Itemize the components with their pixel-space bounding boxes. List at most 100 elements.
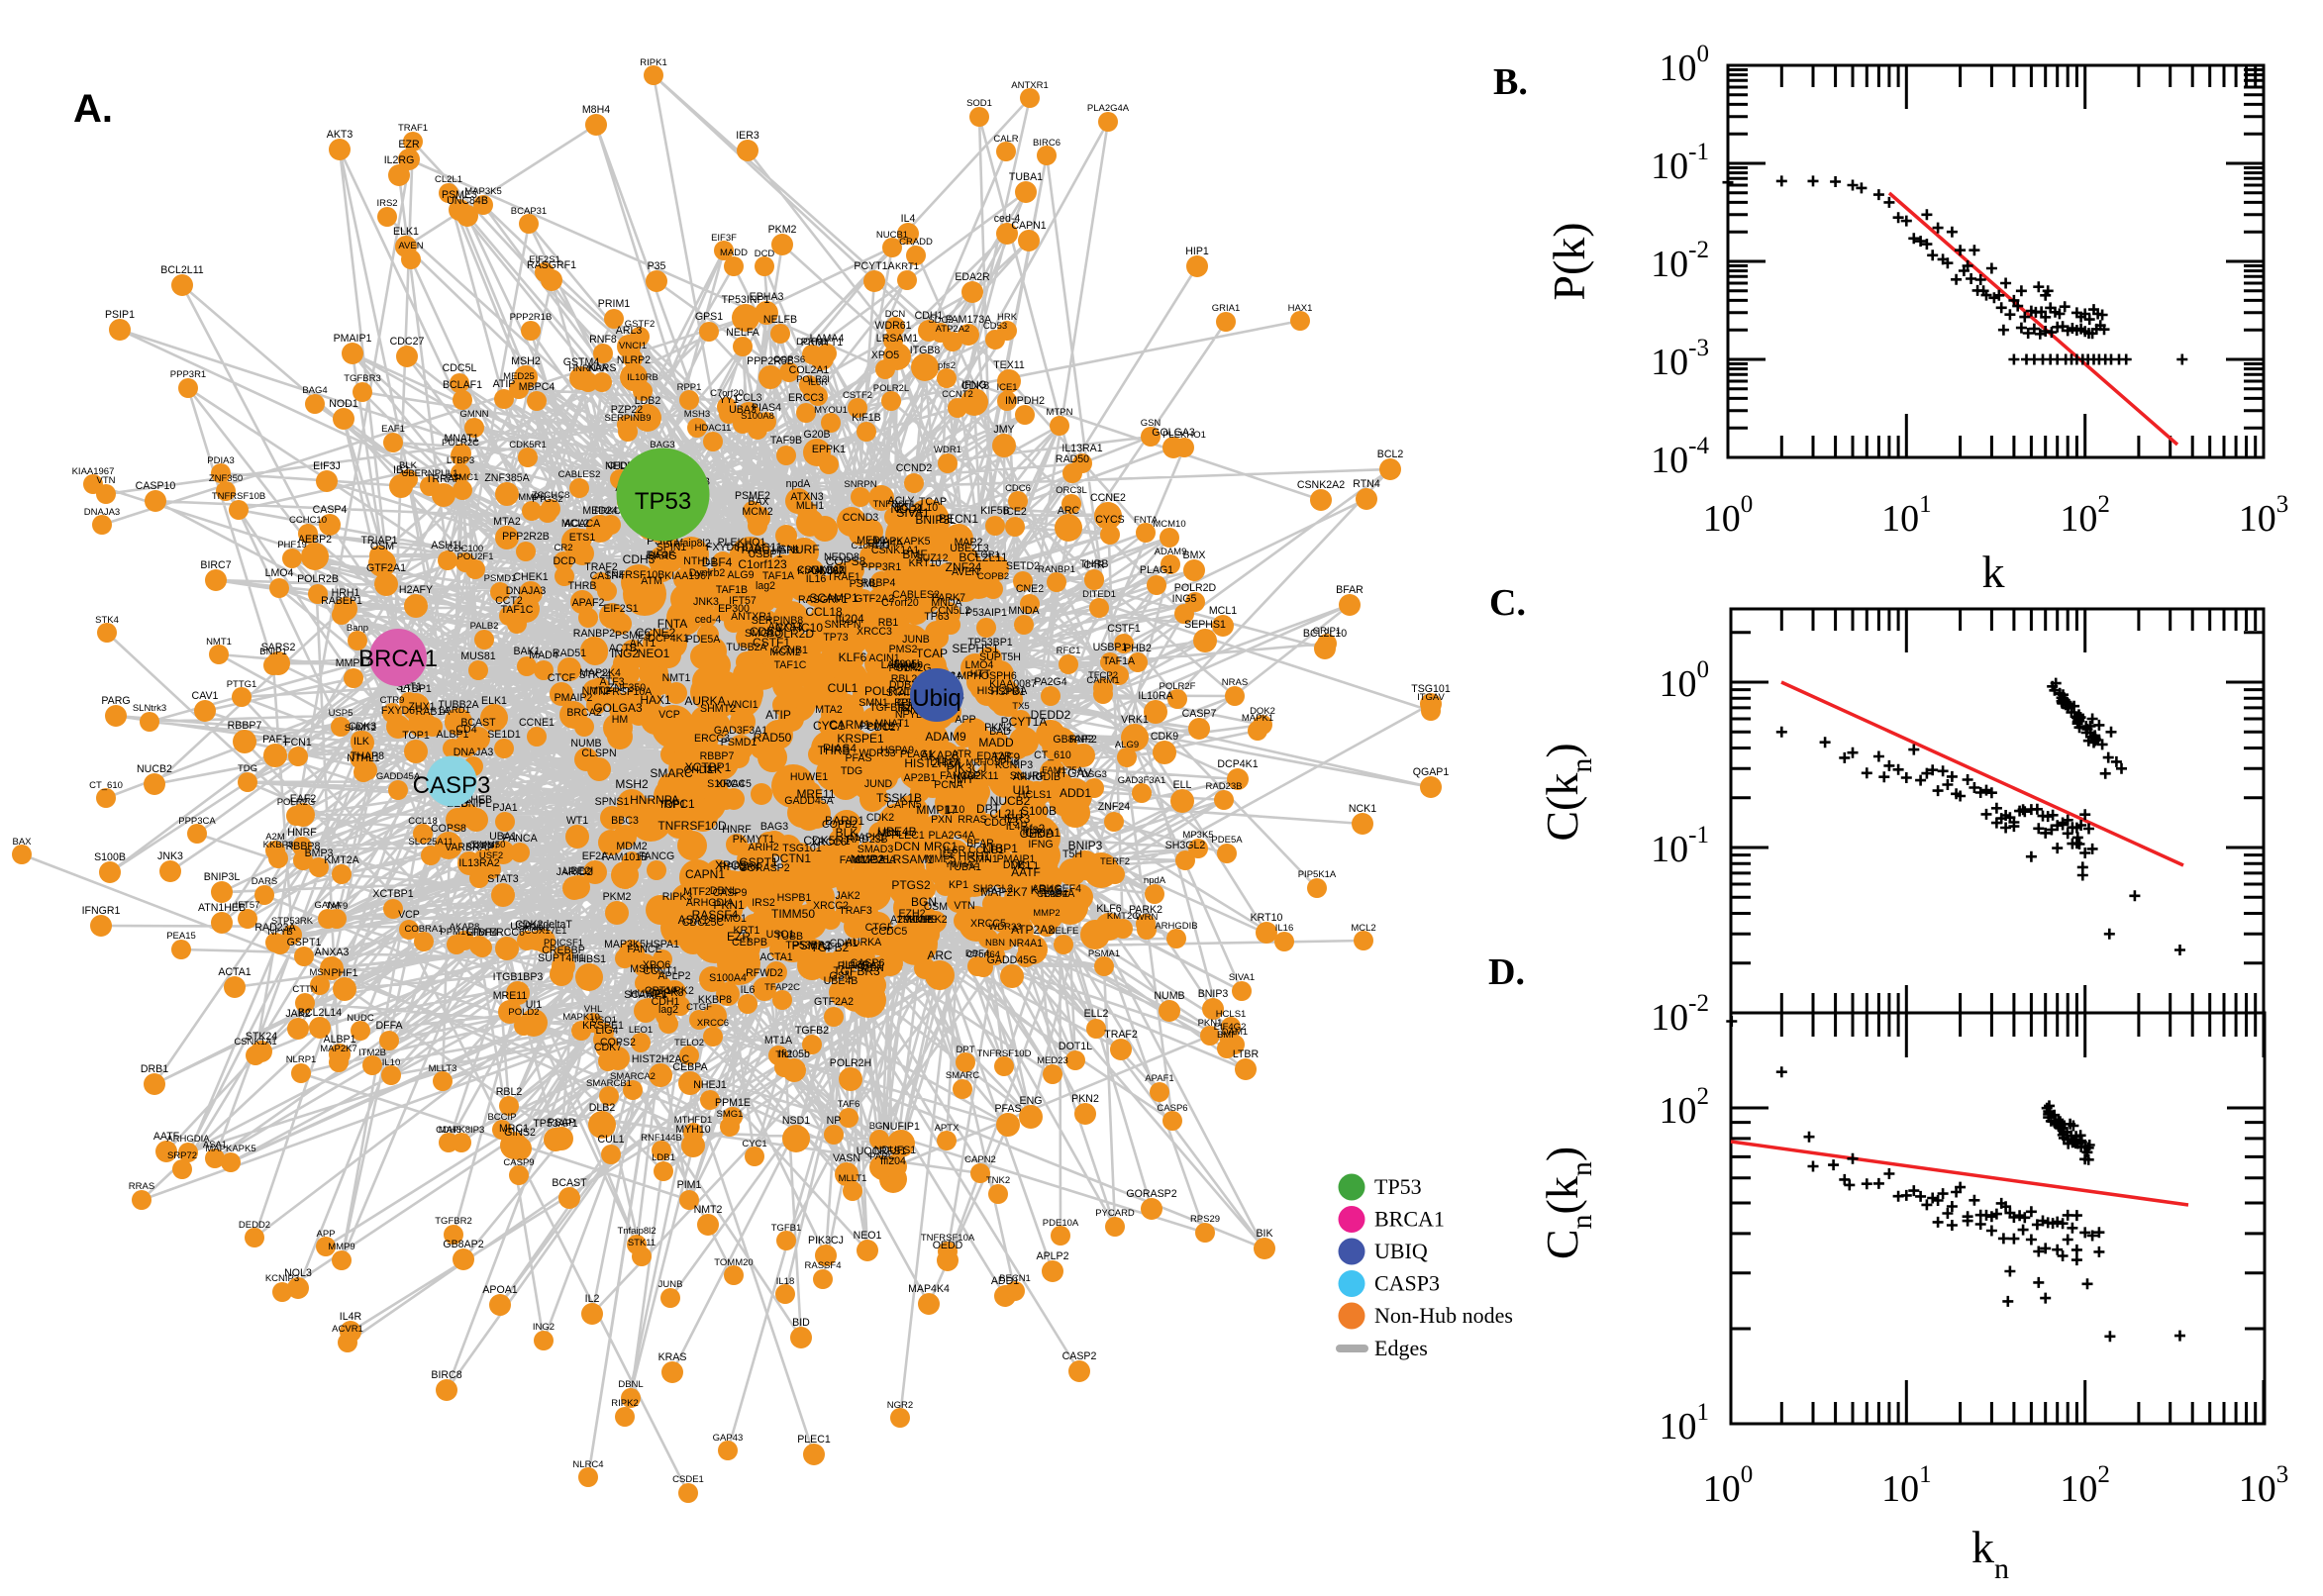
svg-text:HTT: HTT xyxy=(970,668,991,680)
svg-text:RAD23A: RAD23A xyxy=(254,922,296,934)
svg-text:PHB2: PHB2 xyxy=(1124,643,1152,654)
svg-text:COPS8: COPS8 xyxy=(431,823,466,835)
svg-text:CASP3: CASP3 xyxy=(413,772,491,799)
svg-text:CDC6: CDC6 xyxy=(1005,483,1031,494)
svg-text:DCD: DCD xyxy=(554,555,576,567)
svg-text:SOD1: SOD1 xyxy=(966,98,992,109)
svg-text:HIST2H3A: HIST2H3A xyxy=(904,756,960,770)
svg-text:ACACA: ACACA xyxy=(564,518,601,530)
svg-text:LRSAM1: LRSAM1 xyxy=(876,333,918,345)
svg-text:DFFA: DFFA xyxy=(375,1020,403,1032)
svg-text:TP53: TP53 xyxy=(635,488,691,515)
svg-text:MRE11: MRE11 xyxy=(493,990,528,1002)
svg-text:SNURF: SNURF xyxy=(778,543,819,556)
svg-text:PIAS4: PIAS4 xyxy=(823,742,857,755)
svg-text:NLRP2: NLRP2 xyxy=(617,354,651,366)
svg-text:PARK7: PARK7 xyxy=(932,592,965,604)
svg-text:SMARC: SMARC xyxy=(946,1070,979,1081)
svg-text:IL6: IL6 xyxy=(741,984,756,996)
svg-text:CSTF2: CSTF2 xyxy=(843,390,872,401)
svg-text:GPS1: GPS1 xyxy=(695,311,723,323)
svg-text:RIPK2: RIPK2 xyxy=(611,1398,638,1409)
svg-text:PLAG1: PLAG1 xyxy=(900,748,934,760)
svg-text:CCN5L2: CCN5L2 xyxy=(931,605,971,617)
svg-text:C1orf123: C1orf123 xyxy=(738,557,787,571)
svg-text:MNDA: MNDA xyxy=(1008,605,1040,617)
svg-text:IL2: IL2 xyxy=(585,1293,600,1305)
svg-text:lag2: lag2 xyxy=(756,580,775,592)
svg-text:CDK3: CDK3 xyxy=(750,625,781,639)
svg-text:PALB2: PALB2 xyxy=(470,621,499,632)
svg-text:PZP22: PZP22 xyxy=(611,404,643,416)
svg-text:NBN: NBN xyxy=(985,938,1005,948)
svg-text:PDIA3: PDIA3 xyxy=(207,455,234,466)
svg-text:CD4: CD4 xyxy=(455,724,476,736)
svg-text:RAD50: RAD50 xyxy=(754,731,792,745)
svg-text:CCL3: CCL3 xyxy=(735,392,761,404)
svg-text:BGN: BGN xyxy=(869,1121,890,1132)
svg-text:MAP2K7: MAP2K7 xyxy=(980,885,1028,899)
svg-text:IL10RA: IL10RA xyxy=(1138,690,1173,702)
svg-text:ZNF24: ZNF24 xyxy=(1098,801,1130,813)
svg-text:PARG: PARG xyxy=(101,695,130,707)
svg-text:MYH10: MYH10 xyxy=(675,1124,710,1136)
svg-text:MLLT3: MLLT3 xyxy=(429,1063,457,1074)
svg-text:PPP2R1B: PPP2R1B xyxy=(510,312,553,323)
svg-text:ADD1: ADD1 xyxy=(1060,786,1091,800)
svg-text:PKMYT1: PKMYT1 xyxy=(733,834,774,846)
svg-text:CAPN5: CAPN5 xyxy=(886,799,921,811)
svg-text:RBBP4: RBBP4 xyxy=(861,577,896,589)
svg-text:THBS1: THBS1 xyxy=(572,953,606,965)
svg-text:TDG: TDG xyxy=(238,763,257,774)
svg-text:SRP72: SRP72 xyxy=(167,1150,197,1161)
svg-text:CCHC10: CCHC10 xyxy=(289,515,327,526)
svg-text:ZNF24: ZNF24 xyxy=(946,560,982,574)
svg-text:TRAF2: TRAF2 xyxy=(1104,1029,1138,1041)
svg-text:CDC25A: CDC25A xyxy=(855,854,897,866)
svg-text:JUNB: JUNB xyxy=(658,1279,683,1290)
svg-text:AKT1: AKT1 xyxy=(630,638,656,649)
svg-text:IL13RA1: IL13RA1 xyxy=(1061,443,1102,454)
svg-text:MED1: MED1 xyxy=(857,535,886,547)
svg-text:KIF5B: KIF5B xyxy=(980,505,1009,517)
svg-text:BCAP31: BCAP31 xyxy=(511,206,547,217)
svg-text:PPP2R2B: PPP2R2B xyxy=(502,531,550,543)
svg-text:PKN1: PKN1 xyxy=(713,898,745,912)
svg-text:MTF2: MTF2 xyxy=(683,886,711,898)
svg-text:EPPK1: EPPK1 xyxy=(812,444,846,455)
svg-text:PXN: PXN xyxy=(931,814,953,826)
svg-text:ARIH2: ARIH2 xyxy=(523,923,551,934)
svg-text:BCL2L11: BCL2L11 xyxy=(160,264,203,276)
svg-text:TIMM50: TIMM50 xyxy=(471,840,506,850)
svg-text:PDE10A: PDE10A xyxy=(1043,1218,1079,1229)
svg-text:ARC: ARC xyxy=(1058,505,1080,517)
svg-text:TX5: TX5 xyxy=(1012,701,1029,712)
svg-text:Edges: Edges xyxy=(1374,1336,1428,1360)
svg-text:TDG: TDG xyxy=(841,765,862,777)
svg-text:BCL2L10: BCL2L10 xyxy=(1303,628,1347,640)
svg-text:SLNtrk3: SLNtrk3 xyxy=(133,703,166,714)
svg-text:OSM: OSM xyxy=(370,541,394,552)
svg-text:GORASP2: GORASP2 xyxy=(1126,1188,1176,1200)
svg-text:STAT3: STAT3 xyxy=(487,873,519,885)
svg-text:TP53BP1: TP53BP1 xyxy=(967,637,1012,648)
svg-text:TP53INP1: TP53INP1 xyxy=(722,294,770,306)
svg-text:CALR: CALR xyxy=(993,134,1018,145)
svg-text:MSH2: MSH2 xyxy=(511,355,541,367)
svg-text:KRT1: KRT1 xyxy=(895,261,919,272)
svg-text:SNRPN: SNRPN xyxy=(844,479,876,490)
svg-text:TAF6: TAF6 xyxy=(838,1099,860,1110)
svg-text:MCM10: MCM10 xyxy=(1153,519,1185,530)
svg-text:MCL2: MCL2 xyxy=(1351,923,1375,934)
svg-text:CAPN1: CAPN1 xyxy=(1011,220,1046,232)
svg-text:BIRC8: BIRC8 xyxy=(431,1369,461,1381)
svg-text:CASP10: CASP10 xyxy=(136,480,176,492)
svg-text:VNCI1: VNCI1 xyxy=(727,699,758,711)
svg-text:TCAP: TCAP xyxy=(916,647,948,660)
svg-text:XCTBP1: XCTBP1 xyxy=(372,888,413,900)
svg-text:YWHAZ: YWHAZ xyxy=(945,859,979,870)
svg-text:ICE1: ICE1 xyxy=(996,382,1017,393)
svg-text:P(k): P(k) xyxy=(1544,222,1594,300)
svg-text:HDAC11: HDAC11 xyxy=(695,423,732,434)
svg-text:PIK3CJ: PIK3CJ xyxy=(808,1235,844,1247)
